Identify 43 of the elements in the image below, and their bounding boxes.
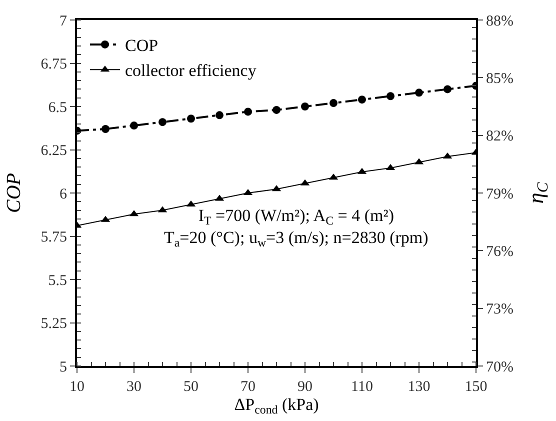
y2-tick-label: 76% <box>486 244 514 260</box>
x-tick-label: 150 <box>464 379 488 395</box>
point <box>102 124 110 133</box>
annotation: T$_{a}$=20 (°C); u$_{w}$=3 (m/s); n=2830 (rpm) <box>164 228 428 250</box>
y-tick-label: 5 <box>60 359 67 376</box>
point <box>330 99 338 108</box>
y2-tick-label: 79% <box>486 186 514 202</box>
point <box>358 96 366 104</box>
x-tick-label: 50 <box>184 379 198 395</box>
y-tick-label: 6.5 <box>48 100 67 116</box>
point <box>415 88 423 97</box>
annotation: I$_{T}$ =700 (W/m²); A$_{C}$ = 4 (m²) <box>198 206 394 228</box>
y2-tick-label: 85% <box>486 70 514 87</box>
x-axis-title: ΔP$_{cond}$ (kPa) <box>234 395 319 417</box>
y2-tick-label: 82% <box>486 128 514 145</box>
y-tick-label: 6.75 <box>40 56 67 72</box>
x-tick-label: 70 <box>240 379 256 395</box>
y-tick-label: 5.25 <box>40 316 67 332</box>
point <box>130 122 138 130</box>
y-axis-title: COP <box>2 173 25 213</box>
point <box>386 92 394 100</box>
point <box>444 85 452 94</box>
y-tick-label: 5.5 <box>48 272 67 289</box>
x-tick-label: 10 <box>70 379 84 395</box>
y2-tick-label: 70% <box>486 359 514 376</box>
y-tick-label: 5.75 <box>40 230 67 246</box>
x-tick-label: 90 <box>298 379 312 395</box>
x-tick-label: 130 <box>408 379 430 395</box>
point <box>187 114 195 123</box>
y2-tick-label: 88% <box>486 13 514 30</box>
point <box>301 102 309 110</box>
y-tick-label: 6.25 <box>40 143 67 159</box>
point <box>216 111 224 120</box>
y-tick-label: 7 <box>60 13 68 30</box>
point <box>244 108 252 116</box>
y-tick-label: 6 <box>60 186 68 202</box>
point <box>158 118 166 126</box>
legend-label: COP <box>124 36 158 56</box>
point <box>272 106 280 114</box>
x-tick-label: 30 <box>126 379 142 395</box>
x-tick-label: 110 <box>351 379 373 395</box>
y2-tick-label: 73% <box>486 302 514 318</box>
legend-label: collector efficiency <box>124 61 257 80</box>
